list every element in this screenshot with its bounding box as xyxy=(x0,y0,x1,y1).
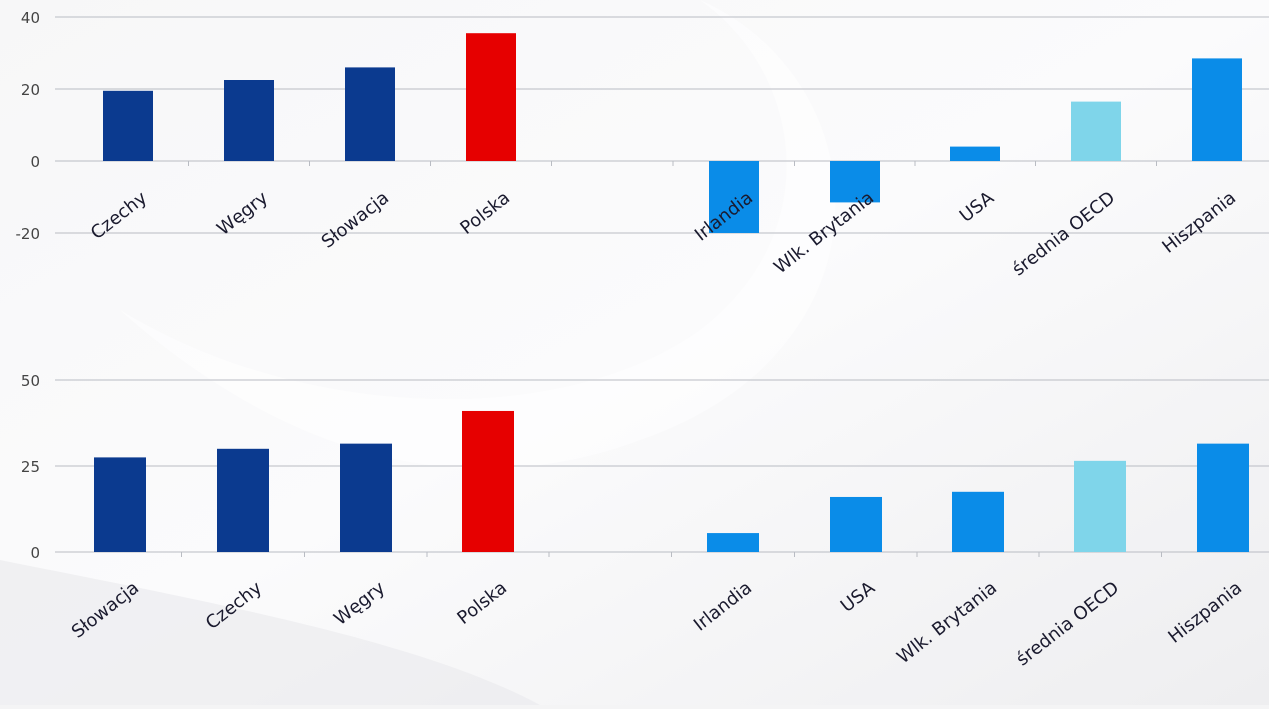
bottom-bar xyxy=(1197,444,1249,552)
top-ytick-label: 0 xyxy=(30,153,40,171)
bottom-bar xyxy=(830,497,882,552)
bottom-bar xyxy=(94,457,146,552)
top-bar xyxy=(1071,102,1121,161)
bottom-bar xyxy=(340,444,392,552)
bottom-ytick-label: 0 xyxy=(30,544,40,562)
top-bar xyxy=(224,80,274,161)
bottom-bar xyxy=(952,492,1004,552)
top-bar xyxy=(466,33,516,161)
bottom-ytick-label: 50 xyxy=(21,372,40,390)
bottom-bar xyxy=(462,411,514,552)
bottom-bar xyxy=(1074,461,1126,552)
top-bar xyxy=(103,91,153,161)
bottom-bar xyxy=(707,533,759,552)
top-ytick-label: 20 xyxy=(21,81,40,99)
top-bar xyxy=(950,147,1000,161)
top-ytick-label: 40 xyxy=(21,9,40,27)
top-bar xyxy=(1192,58,1242,161)
top-ytick-label: -20 xyxy=(16,225,41,243)
bottom-ytick-label: 25 xyxy=(21,458,40,476)
bottom-bar xyxy=(217,449,269,552)
top-bar xyxy=(345,67,395,161)
